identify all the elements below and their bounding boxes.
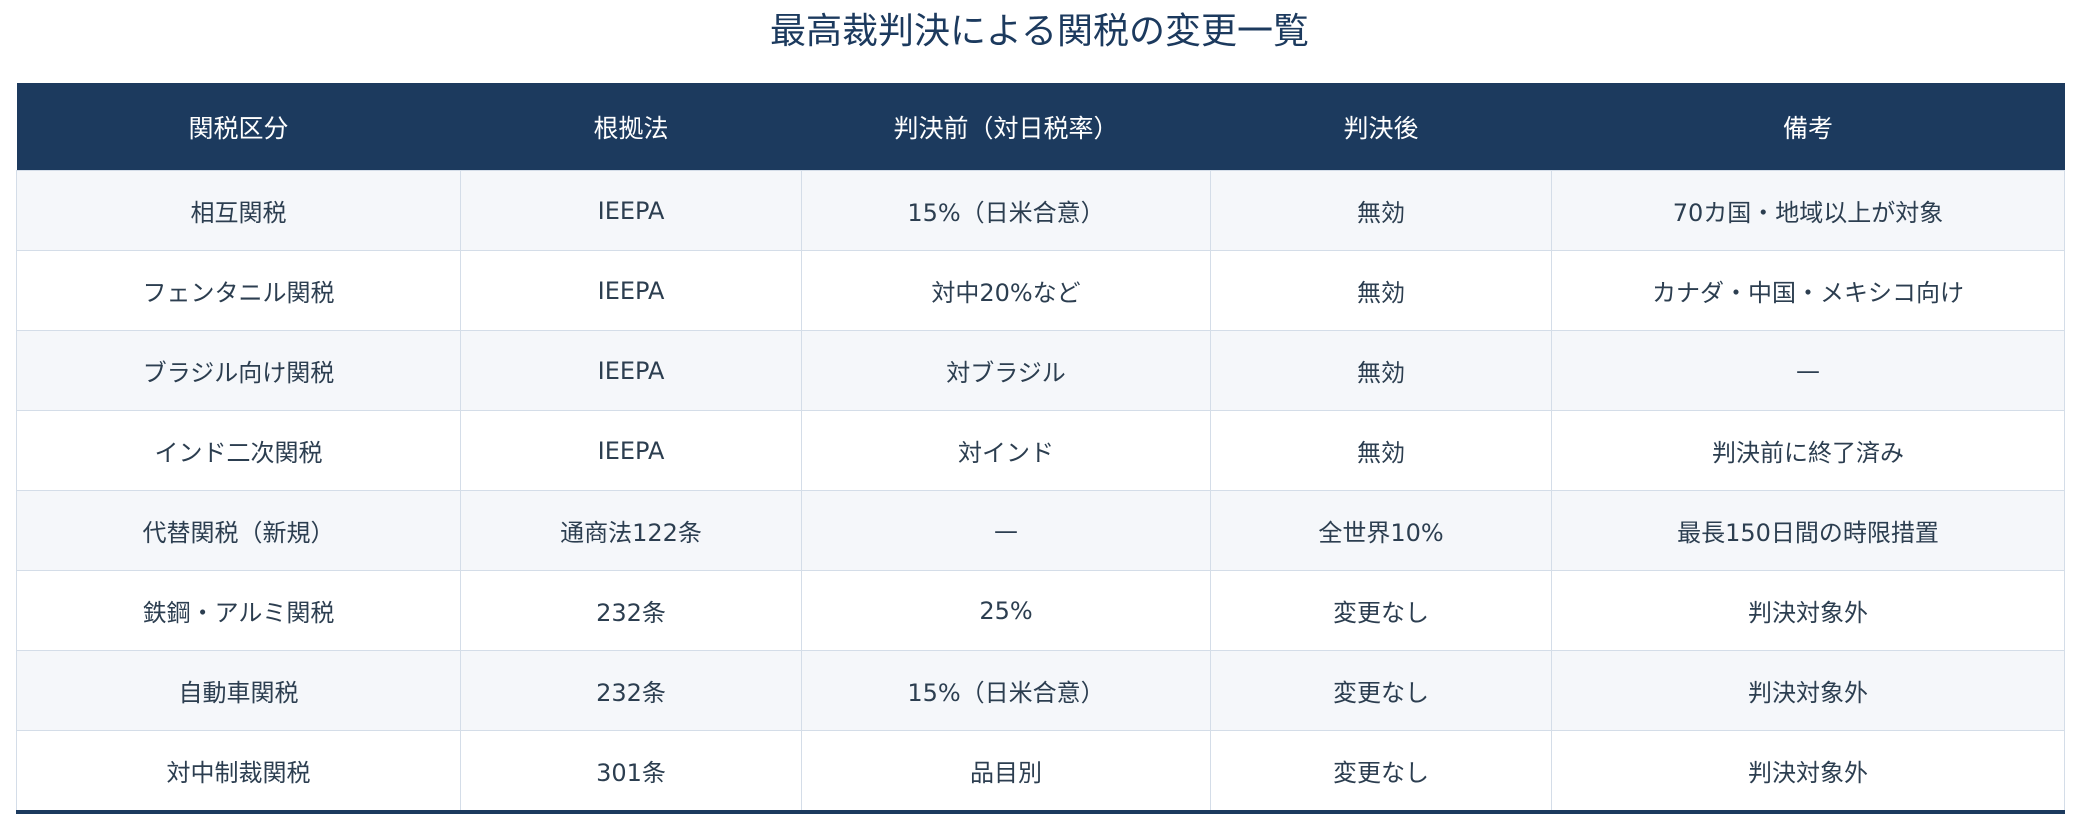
header-row: 関税区分 根拠法 判決前（対日税率） 判決後 備考 [16,83,2065,171]
cell-after: 無効 [1210,170,1552,251]
cell-after: 無効 [1210,250,1552,331]
cell-after: 変更なし [1210,570,1552,651]
cell-note: 最長150日間の時限措置 [1551,490,2065,571]
cell-category: 自動車関税 [16,650,461,731]
cell-category: 鉄鋼・アルミ関税 [16,570,461,651]
cell-note: 70カ国・地域以上が対象 [1551,170,2065,251]
cell-before: 25% [801,570,1211,651]
table-row: 相互関税 IEEPA 15%（日米合意） 無効 70カ国・地域以上が対象 [16,170,2065,251]
table-row: インド二次関税 IEEPA 対インド 無効 判決前に終了済み [16,410,2065,491]
table-row: ブラジル向け関税 IEEPA 対ブラジル 無効 — [16,330,2065,411]
table-row: フェンタニル関税 IEEPA 対中20%など 無効 カナダ・中国・メキシコ向け [16,250,2065,331]
cell-after: 全世界10% [1210,490,1552,571]
table-row: 自動車関税 232条 15%（日米合意） 変更なし 判決対象外 [16,650,2065,731]
cell-law: 232条 [460,570,802,651]
cell-category: ブラジル向け関税 [16,330,461,411]
cell-before: 品目別 [801,730,1211,813]
column-header-category: 関税区分 [16,83,461,171]
cell-category: インド二次関税 [16,410,461,491]
tariff-table: 関税区分 根拠法 判決前（対日税率） 判決後 備考 相互関税 IEEPA 15%… [16,83,2065,814]
cell-after: 変更なし [1210,730,1552,813]
table-row: 対中制裁関税 301条 品目別 変更なし 判決対象外 [16,730,2065,813]
table-header: 関税区分 根拠法 判決前（対日税率） 判決後 備考 [16,83,2065,171]
cell-before: — [801,490,1211,571]
cell-category: 相互関税 [16,170,461,251]
column-header-law: 根拠法 [460,83,802,171]
cell-category: フェンタニル関税 [16,250,461,331]
column-header-before: 判決前（対日税率） [801,83,1211,171]
cell-before: 対ブラジル [801,330,1211,411]
cell-before: 対中20%など [801,250,1211,331]
table-row: 鉄鋼・アルミ関税 232条 25% 変更なし 判決対象外 [16,570,2065,651]
cell-before: 対インド [801,410,1211,491]
cell-note: 判決前に終了済み [1551,410,2065,491]
cell-law: IEEPA [460,330,802,411]
cell-law: 301条 [460,730,802,813]
cell-category: 対中制裁関税 [16,730,461,813]
column-header-note: 備考 [1551,83,2065,171]
cell-law: IEEPA [460,170,802,251]
page-title: 最高裁判決による関税の変更一覧 [770,11,1309,52]
cell-before: 15%（日米合意） [801,170,1211,251]
cell-law: IEEPA [460,410,802,491]
cell-after: 変更なし [1210,650,1552,731]
cell-after: 無効 [1210,330,1552,411]
table-body: 相互関税 IEEPA 15%（日米合意） 無効 70カ国・地域以上が対象 フェン… [16,170,2065,813]
cell-law: 232条 [460,650,802,731]
cell-law: IEEPA [460,250,802,331]
column-header-after: 判決後 [1210,83,1552,171]
cell-note: 判決対象外 [1551,570,2065,651]
cell-note: 判決対象外 [1551,650,2065,731]
cell-note: カナダ・中国・メキシコ向け [1551,250,2065,331]
cell-law: 通商法122条 [460,490,802,571]
cell-note: — [1551,330,2065,411]
cell-note: 判決対象外 [1551,730,2065,813]
cell-before: 15%（日米合意） [801,650,1211,731]
cell-category: 代替関税（新規） [16,490,461,571]
table-row: 代替関税（新規） 通商法122条 — 全世界10% 最長150日間の時限措置 [16,490,2065,571]
cell-after: 無効 [1210,410,1552,491]
